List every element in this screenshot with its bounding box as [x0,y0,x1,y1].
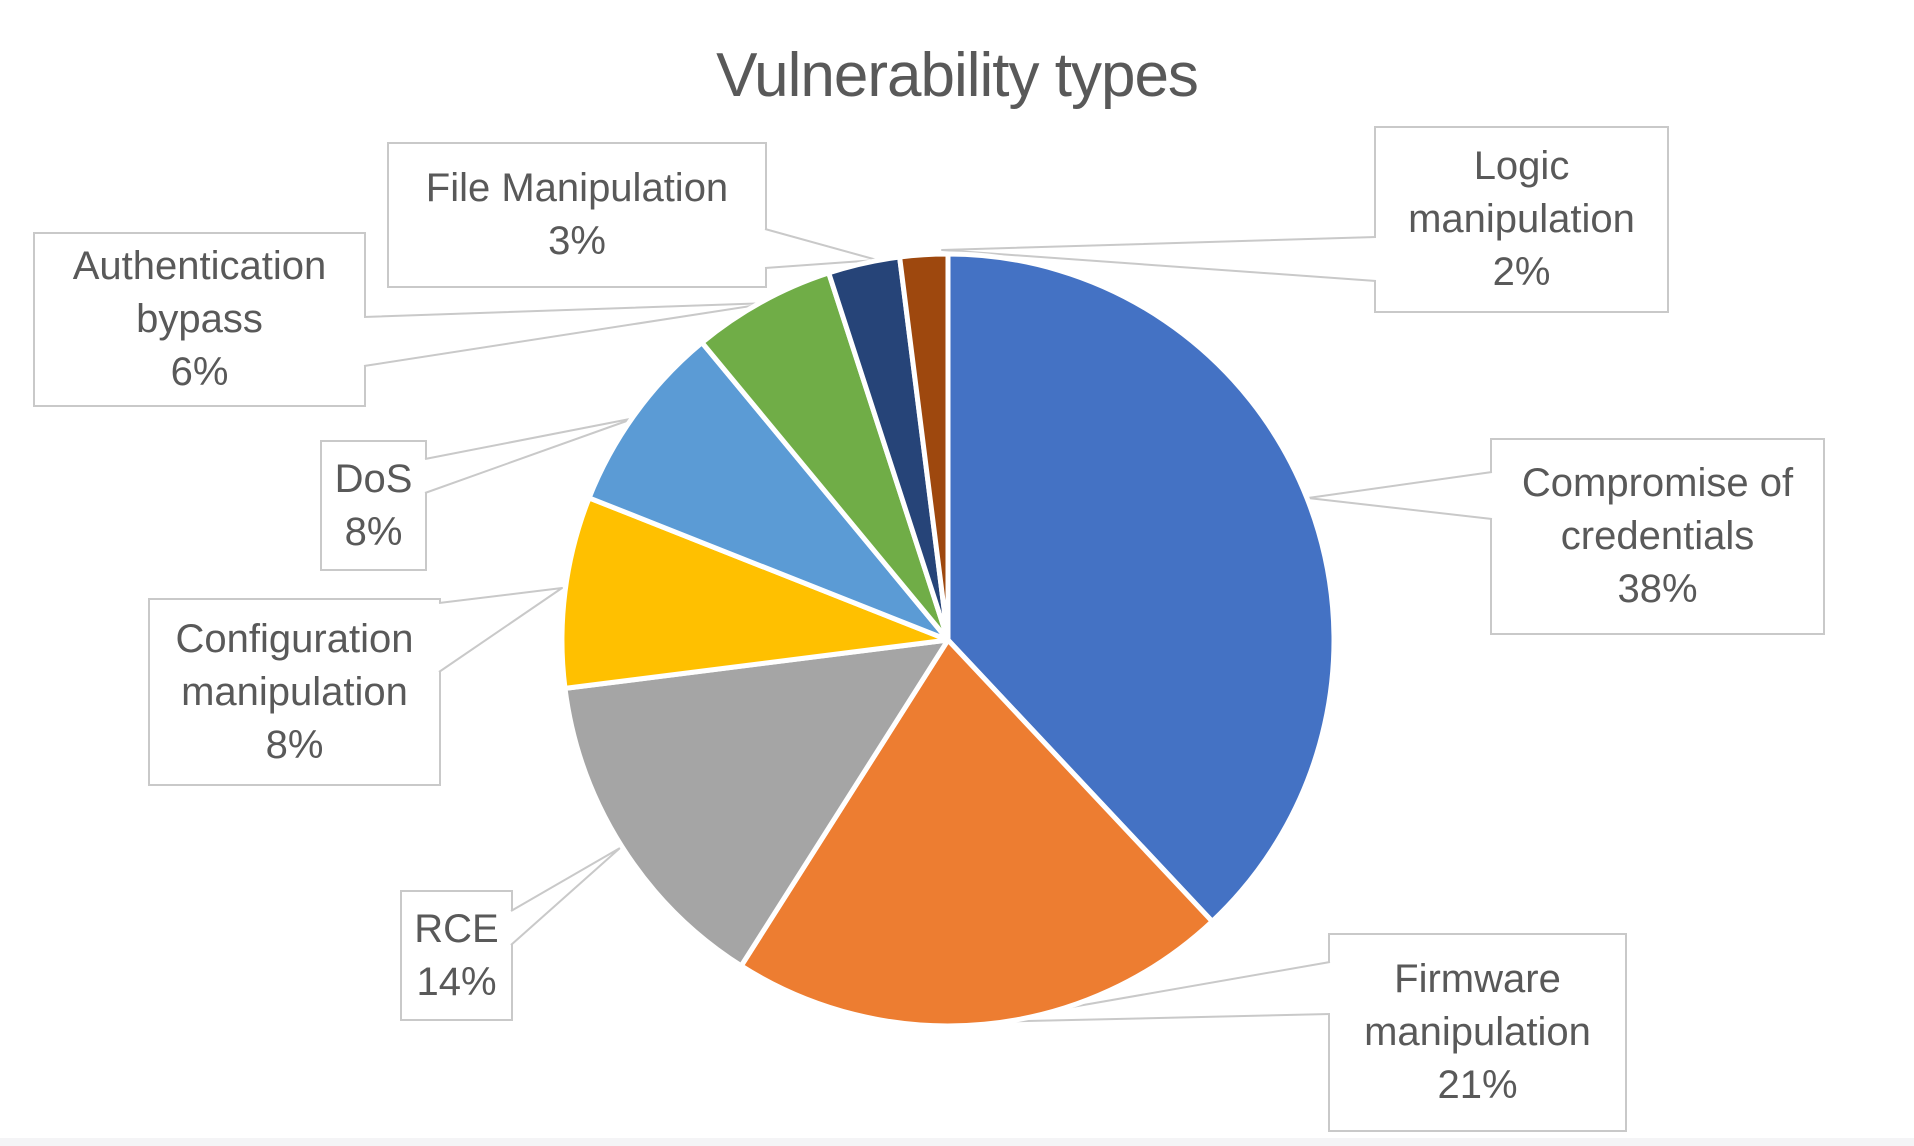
callout-box-compromise-of-credentials: Compromise of credentials 38% [1490,438,1825,635]
pie-slice-file-manipulation [826,254,951,643]
chart-title: Vulnerability types [716,41,1199,110]
callout-box-authentication-bypass: Authentication bypass 6% [33,232,366,407]
callout-line: 8% [265,722,324,767]
callout-leader-rce [510,847,621,946]
callout-line: bypass [136,297,263,341]
pie-slice-configuration-manipulation [559,495,951,691]
callout-leader-compromise-of-credentials [1307,471,1493,520]
callout-leader-configuration-manipulation [438,587,563,673]
callout-leader-file-manipulation [764,228,878,269]
callout-line: 14% [416,959,497,1004]
pie-slice-dos [586,340,951,643]
callout-line: 6% [170,350,229,394]
callout-line: 8% [344,509,403,554]
callout-leader-dos [424,417,636,494]
callout-line: 38% [1617,567,1698,611]
callout-line: manipulation [1364,1010,1591,1054]
pie-slice-compromise-of-credentials [945,251,1337,924]
callout-box-configuration-manipulation: Configuration manipulation 8% [148,598,441,786]
callout-box-dos: DoS 8% [320,440,427,571]
callout-line: Authentication [72,244,327,288]
callout-box-rce: RCE 14% [400,890,513,1021]
callout-line: 3% [548,219,606,263]
callout-line: Logic [1473,144,1570,188]
callout-leader-layer [363,228,1493,1023]
callout-line: 21% [1437,1063,1518,1107]
pie-slice-layer [559,251,1337,1029]
callout-line: Firmware [1394,957,1561,1001]
callout-line: File Manipulation [425,166,729,210]
callout-leader-authentication-bypass [363,302,771,367]
callout-box-firmware-manipulation: Firmware manipulation 21% [1328,933,1627,1132]
pie-slice-rce [562,637,951,969]
callout-line: Compromise of [1521,461,1794,505]
callout-line: DoS [334,456,413,501]
callout-box-file-manipulation: File Manipulation 3% [387,142,767,288]
callout-leader-logic-manipulation [941,236,1377,282]
callout-box-logic-manipulation: Logic manipulation 2% [1374,126,1669,313]
callout-line: manipulation [181,669,408,714]
callout-line: RCE [414,906,499,951]
pie-slice-authentication-bypass [699,270,951,643]
callout-line: credentials [1560,514,1755,558]
callout-leader-firmware-manipulation [985,961,1331,1023]
pie-slice-logic-manipulation [897,251,951,643]
callout-line: Configuration [175,616,414,661]
callout-line: 2% [1492,250,1551,294]
pie-slice-firmware-manipulation [738,637,1215,1029]
bottom-edge-strip [0,1138,1914,1146]
callout-line: manipulation [1408,197,1635,241]
